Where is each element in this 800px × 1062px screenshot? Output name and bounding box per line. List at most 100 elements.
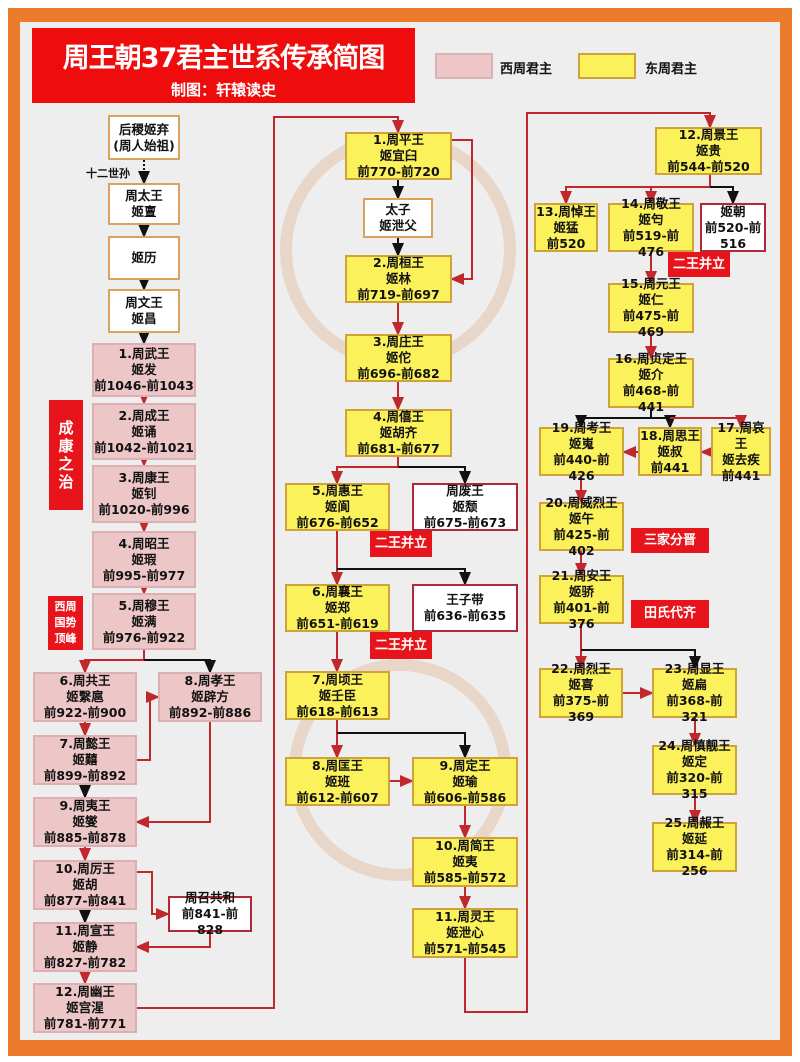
succession-arrow [670,415,747,429]
ruler-box-w5: 5.周穆王 姬满 前976-前922 [92,593,196,650]
succession-arrow [144,659,216,674]
ruler-title: 22.周烈王 [551,661,611,676]
legend-swatch-west [435,53,493,79]
ruler-reign: 前651-前619 [296,616,379,631]
ruler-box-e1: 1.周平王 姬宜臼 前770-前720 [345,132,452,180]
ruler-title: 12.周景王 [678,127,739,142]
ruler-name: 姬发 [131,362,157,377]
page-subtitle: 制图：轩辕读史 [170,81,276,99]
ruler-reign: 前976-前922 [102,629,186,645]
ruler-name: 姬班 [324,773,350,789]
ruler-title: 17.周哀王 [717,419,765,451]
ruler-reign: 516 [719,235,747,251]
ruler-name: 姬瑕 [131,551,157,567]
page-title: 周王朝37君主世系传承简图 [62,43,386,74]
ruler-box-e23: 23.周显王 姬扁 前368-前321 [652,661,737,724]
ruler-name: 姬钊 [131,486,157,501]
ruler-name: 姬匄 [638,211,664,227]
ruler-title: 24.周慎靓王 [658,738,731,753]
ruler-title: 12.周幽王 [55,984,115,999]
ruler-title: 7.周懿王 [59,736,111,751]
ruler-reign: 前571-前545 [423,941,507,956]
ruler-name: 姬宜臼 [379,148,418,163]
ruler-box-wenwang: 周文王 姬昌 [108,289,180,333]
ruler-reign: 前681-前677 [357,441,440,456]
ruler-name: 姬胡齐 [379,425,418,440]
ruler-name: 姬去疾 [722,451,760,467]
ruler-title: 25.周赧王 [664,815,725,830]
ruler-reign: 前475-前469 [622,308,680,339]
ruler-reign: 前585-前572 [423,870,507,885]
ruler-name: 姬泄心 [446,925,484,940]
tag-chengkang: 成康之治 [49,400,83,510]
ruler-title: 后稷姬弃 [118,121,169,137]
tag-partition-of-jin: 三家分晋 [631,528,709,553]
ruler-box-e5: 5.周惠王 姬阆 前676-前652 [285,483,390,531]
ruler-box-e6: 6.周襄王 姬郑 前651-前619 [285,584,390,632]
succession-arrow [560,175,711,205]
ruler-title: 16.周贞定王 [614,351,688,366]
ruler-title: 周召共和 [184,890,235,905]
ruler-title: 6.周共王 [59,673,111,688]
ruler-name: 姬喜 [568,677,594,692]
ruler-name: 姬郑 [324,600,350,615]
ruler-title: 14.周敬王 [621,195,681,211]
ruler-name: 姬猛 [553,219,579,235]
ruler-box-e4: 4.周僖王 姬胡齐 前681-前677 [345,409,452,457]
ruler-title: 4.周僖王 [373,409,424,424]
tag-dual-kings: 二王并立 [370,531,432,557]
ruler-box-w9: 9.周夷王 姬燮 前885-前878 [33,797,137,847]
ruler-name: 前636-前635 [423,608,507,623]
ruler-name: 姬繄扈 [66,689,104,704]
ruler-box-e20: 20.周威烈王 姬午 前425-前402 [539,495,624,558]
ruler-reign: 前375-前369 [552,693,610,724]
ruler-box-e7: 7.周顷王 姬壬臣 前618-前613 [285,671,390,720]
ruler-name: 姬瑜 [452,773,478,789]
ruler-title: 10.周简王 [435,838,495,853]
ruler-box-e22: 22.周烈王 姬喜 前375-前369 [539,661,623,724]
ruler-box-w8: 8.周孝王 姬辟方 前892-前886 [158,672,262,722]
ruler-box-e13: 13.周悼王 姬猛 前520 [534,203,598,252]
ruler-reign: 前877-前841 [43,893,127,908]
ruler-reign: 前612-前607 [296,789,379,805]
succession-arrow [331,457,399,485]
ruler-name: 姬延 [681,831,707,846]
ruler-reign: 前995-前977 [102,567,186,583]
ruler-box-e19: 19.周考王 姬嵬 前440-前426 [539,420,624,483]
ruler-title: 8.周孝王 [184,673,236,688]
ruler-box-e10: 10.周简王 姬夷 前585-前572 [412,837,518,887]
ruler-box-e24: 24.周慎靓王 姬定 前320-前315 [652,738,737,801]
ruler-reign: 前468-前441 [622,383,680,414]
ruler-box-e2: 2.周桓王 姬林 前719-前697 [345,255,452,303]
ruler-title: 19.周考王 [551,419,612,435]
title-banner: 周王朝37君主世系传承简图 制图：轩辕读史 [32,28,415,103]
ruler-name: 姬宫湦 [66,1000,104,1015]
ruler-box-e16: 16.周贞定王 姬介 前468-前441 [608,351,694,414]
ruler-box-jichao: 姬朝 前520-前 516 [700,203,766,252]
ruler-name: 姬骄 [568,583,594,599]
ruler-box-e21: 21.周安王 姬骄 前401-前376 [539,568,624,631]
succession-arrow [337,732,471,759]
succession-arrow [710,186,739,205]
ruler-name: 姬颓 [452,499,478,514]
ruler-reign: 前519-前476 [622,227,680,259]
tag-dual-kings: 二王并立 [668,252,730,277]
ruler-title: 2.周成王 [118,407,170,423]
ruler-box-w12: 12.周幽王 姬宫湦 前781-前771 [33,983,137,1033]
ruler-reign: 前781-前771 [43,1016,127,1031]
ruler-title: 18.周思王 [640,427,700,443]
ruler-box-e14: 14.周敬王 姬匄 前519-前476 [608,196,694,259]
ruler-name: 姬午 [568,510,594,526]
legend-swatch-east [578,53,636,79]
ruler-title: 周文王 [125,295,163,310]
ruler-reign: 前827-前782 [43,955,127,970]
ruler-title: 11.周灵王 [435,909,495,924]
ruler-box-w11: 11.周宣王 姬静 前827-前782 [33,922,137,972]
ruler-name: 姬夷 [452,854,478,869]
succession-arrow [450,139,473,285]
succession-arrow [135,722,211,828]
generation-note: 十二世孙 [86,167,130,180]
ruler-reign: 前314-前256 [666,847,723,878]
succession-arrow [398,466,471,485]
